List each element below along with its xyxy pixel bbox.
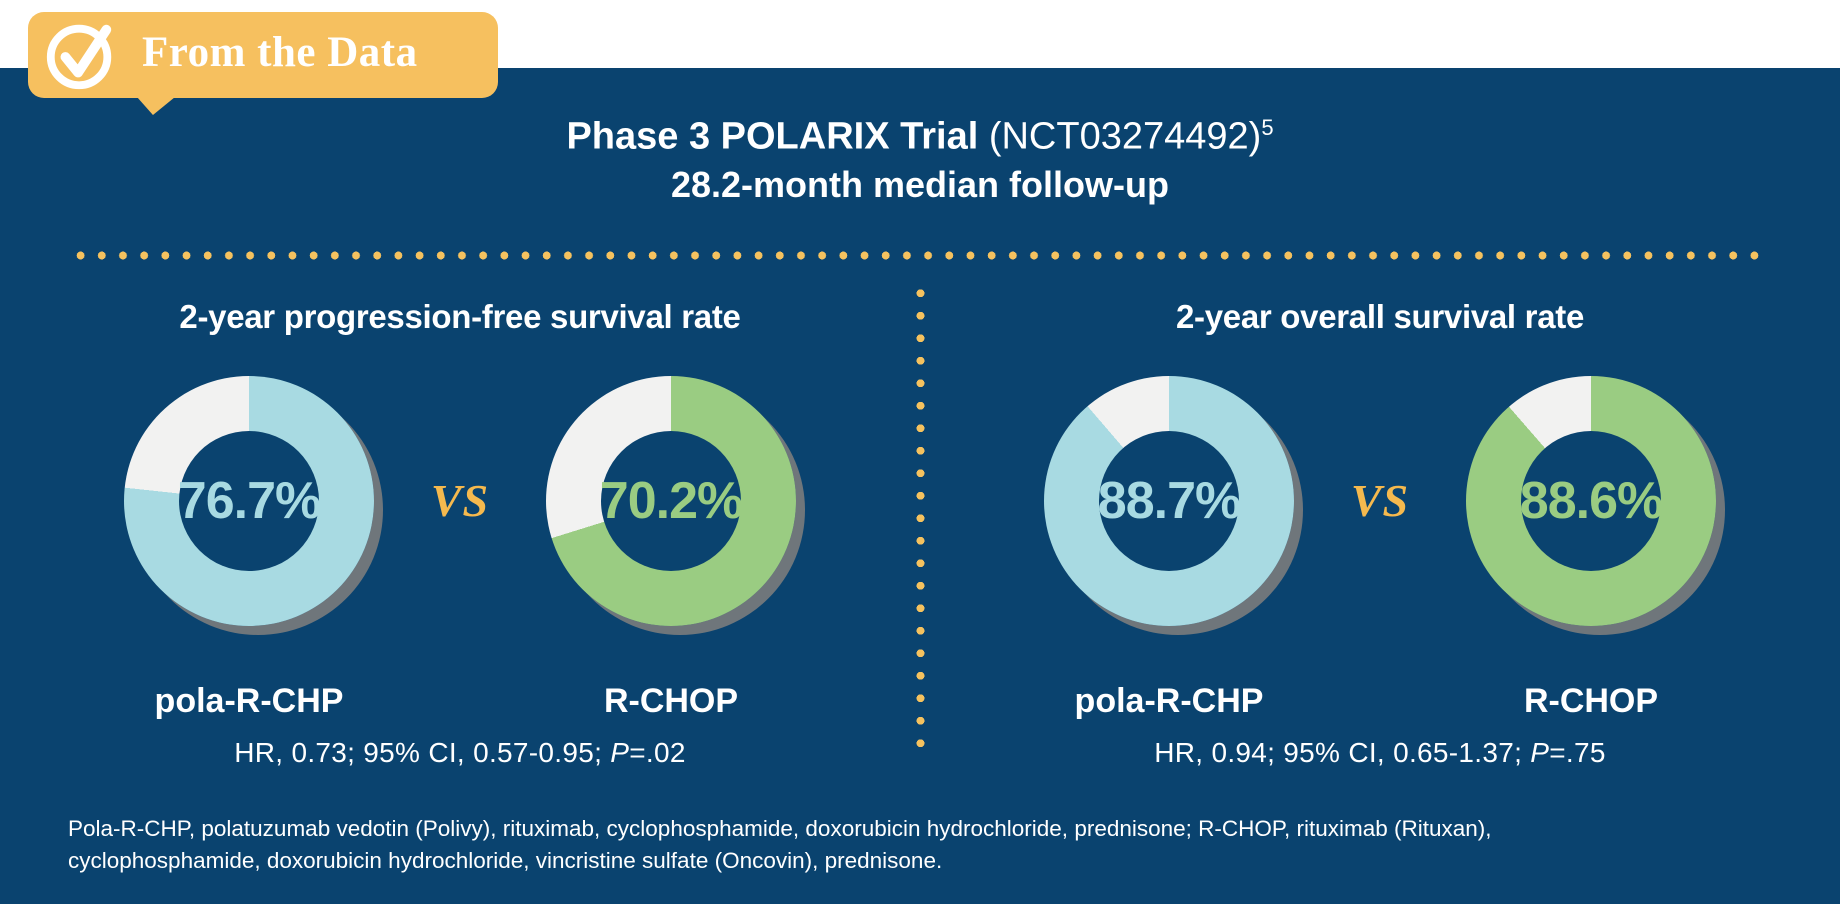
os-r-chop-value: 88.6%: [1519, 471, 1663, 530]
os-r-chop-donut-chart: 88.6%: [1466, 375, 1716, 626]
os-pola-r-chp-column: 88.7% pola-R-CHP: [1044, 375, 1294, 721]
donut-hole: 88.6%: [1519, 430, 1663, 571]
trial-title-id: (NCT03274492): [978, 115, 1262, 158]
trial-title-bold: Phase 3 POLARIX Trial: [566, 115, 979, 158]
footnote-line-1: Pola-R-CHP, polatuzumab vedotin (Polivy)…: [68, 815, 1492, 841]
footnote: Pola-R-CHP, polatuzumab vedotin (Polivy)…: [68, 813, 1608, 877]
pfs-pola-r-chp-column: 76.7% pola-R-CHP: [124, 375, 374, 721]
footnote-line-2: cyclophosphamide, doxorubicin hydrochlor…: [68, 847, 943, 873]
donut-hole: 76.7%: [177, 430, 321, 571]
os-r-chop-column: 88.6% R-CHOP: [1466, 375, 1716, 721]
os-stats-text: HR, 0.94; 95% CI, 0.65-1.37;: [1154, 736, 1531, 768]
os-pola-r-chp-value: 88.7%: [1097, 471, 1241, 530]
os-stats-p: P: [1530, 736, 1550, 768]
donut-hole: 88.7%: [1097, 430, 1241, 571]
sections-row: 2-year progression-free survival rate 76…: [0, 260, 1840, 769]
horizontal-dotted-divider: [70, 250, 1770, 260]
banner-label: From the Data: [142, 28, 418, 76]
content-area: Phase 3 POLARIX Trial (NCT03274492)5 28.…: [0, 68, 1840, 877]
from-the-data-banner: From the Data: [28, 12, 498, 115]
donut-hole: 70.2%: [599, 430, 743, 571]
pfs-r-chop-donut-chart: 70.2%: [546, 375, 796, 626]
os-stats-line: HR, 0.94; 95% CI, 0.65-1.37; P=.75: [920, 737, 1840, 769]
pfs-pola-r-chp-value: 76.7%: [177, 471, 321, 530]
os-stats-pvalue: =.75: [1549, 736, 1606, 768]
pfs-pola-r-chp-label: pola-R-CHP: [154, 681, 344, 720]
pfs-stats-p: P: [610, 736, 630, 768]
os-r-chop-label: R-CHOP: [1523, 681, 1659, 720]
pfs-stats-text: HR, 0.73; 95% CI, 0.57-0.95;: [234, 736, 611, 768]
pfs-donut-row: 76.7% pola-R-CHP VS 70.2% R-CHOP: [0, 375, 920, 721]
pfs-section: 2-year progression-free survival rate 76…: [0, 260, 920, 769]
os-vs-label: VS: [1350, 475, 1410, 527]
reference-superscript: 5: [1261, 115, 1274, 140]
os-section: 2-year overall survival rate 88.7% pola-…: [920, 260, 1840, 769]
os-donut-row: 88.7% pola-R-CHP VS 88.6% R-CHOP: [920, 375, 1840, 721]
followup-subtitle: 28.2-month median follow-up: [670, 163, 1169, 205]
trial-title: Phase 3 POLARIX Trial (NCT03274492)5: [0, 106, 1840, 159]
pfs-section-title: 2-year progression-free survival rate: [179, 297, 741, 335]
pfs-r-chop-column: 70.2% R-CHOP: [546, 375, 796, 721]
check-circle-icon: [42, 16, 120, 94]
pfs-r-chop-value: 70.2%: [599, 471, 743, 530]
pfs-r-chop-label: R-CHOP: [603, 681, 739, 720]
vertical-dotted-divider: [916, 281, 925, 752]
pfs-vs-label: VS: [430, 475, 490, 527]
pfs-stats-line: HR, 0.73; 95% CI, 0.57-0.95; P=.02: [0, 737, 920, 769]
os-section-title: 2-year overall survival rate: [1175, 297, 1585, 335]
pfs-pola-r-chp-donut-chart: 76.7%: [124, 375, 374, 626]
os-pola-r-chp-label: pola-R-CHP: [1074, 681, 1264, 720]
pfs-stats-pvalue: =.02: [629, 736, 686, 768]
os-pola-r-chp-donut-chart: 88.7%: [1044, 375, 1294, 626]
